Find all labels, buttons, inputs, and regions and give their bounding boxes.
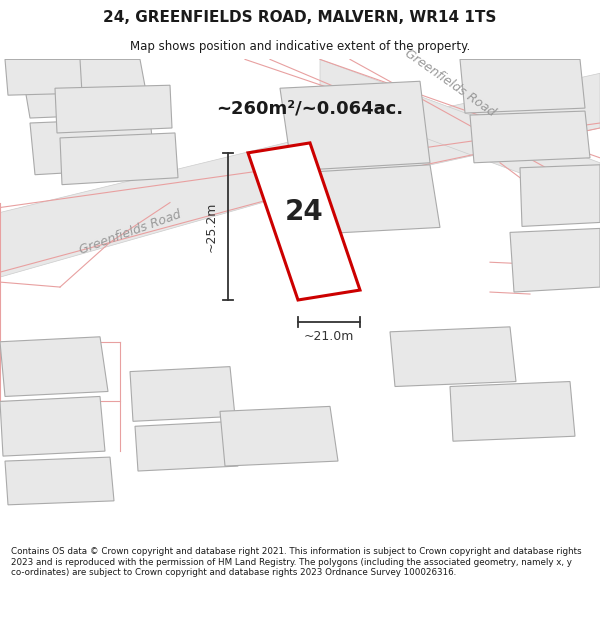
Polygon shape <box>5 457 114 505</box>
Polygon shape <box>0 337 108 396</box>
Polygon shape <box>0 396 105 456</box>
Text: ~21.0m: ~21.0m <box>304 330 354 343</box>
Polygon shape <box>130 367 235 421</box>
Polygon shape <box>300 165 440 234</box>
Text: Contains OS data © Crown copyright and database right 2021. This information is : Contains OS data © Crown copyright and d… <box>11 548 581 577</box>
Polygon shape <box>470 111 590 162</box>
Polygon shape <box>248 143 360 300</box>
Text: Greenfields Road: Greenfields Road <box>77 208 182 257</box>
Polygon shape <box>5 59 82 95</box>
Polygon shape <box>510 228 600 292</box>
Polygon shape <box>220 406 338 466</box>
Text: 24: 24 <box>284 198 323 226</box>
Polygon shape <box>30 118 155 175</box>
Text: ~260m²/~0.064ac.: ~260m²/~0.064ac. <box>217 99 404 117</box>
Polygon shape <box>20 59 150 118</box>
Polygon shape <box>135 421 238 471</box>
Polygon shape <box>320 59 600 202</box>
Text: Greenfields Road: Greenfields Road <box>402 47 498 119</box>
Text: ~25.2m: ~25.2m <box>205 201 218 252</box>
Polygon shape <box>55 85 172 133</box>
Text: Map shows position and indicative extent of the property.: Map shows position and indicative extent… <box>130 40 470 52</box>
Text: 24, GREENFIELDS ROAD, MALVERN, WR14 1TS: 24, GREENFIELDS ROAD, MALVERN, WR14 1TS <box>103 10 497 25</box>
Polygon shape <box>0 73 600 277</box>
Polygon shape <box>280 81 430 171</box>
Polygon shape <box>390 327 516 386</box>
Polygon shape <box>60 133 178 184</box>
Polygon shape <box>520 165 600 226</box>
Polygon shape <box>460 59 585 113</box>
Polygon shape <box>450 381 575 441</box>
